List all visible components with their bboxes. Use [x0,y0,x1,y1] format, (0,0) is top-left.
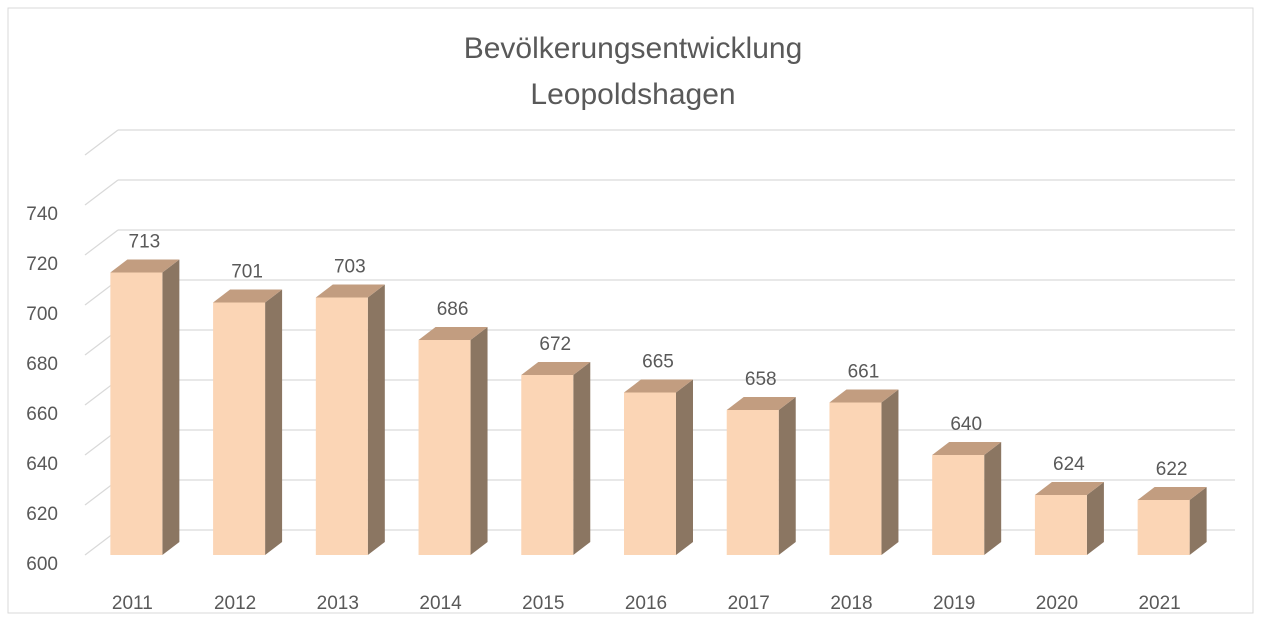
x-tick-label: 2016 [625,593,667,614]
y-tick-label: 720 [26,254,58,275]
value-label: 701 [231,262,263,283]
bar [1034,495,1087,555]
bar-top [829,389,899,403]
y-tick-label: 680 [26,354,58,375]
bar-side [1086,482,1104,555]
bar-side [162,259,180,555]
x-tick-label: 2018 [830,593,872,614]
bar-side [265,289,283,555]
x-tick-label: 2011 [112,593,153,614]
wall-edge [84,129,119,156]
y-tick-label: 740 [26,204,58,225]
bar-top [521,362,591,375]
value-label: 686 [437,299,469,320]
bar-side [881,389,899,555]
chart-title: Leopoldshagen [530,78,735,111]
x-tick-label: 2021 [1138,593,1180,614]
bar-top [315,284,385,298]
bar-top [624,379,693,393]
y-tick-label: 640 [26,454,58,475]
value-label: 624 [1053,454,1085,475]
chart-title: Bevölkerungsentwicklung [464,32,803,65]
bar [1137,500,1190,555]
bar [418,340,471,555]
bar [932,455,985,555]
bar [315,297,368,555]
y-tick-label: 660 [26,404,58,425]
chart-border [7,7,1254,614]
bar [624,392,676,555]
bar-top [1137,487,1207,500]
bar-side [470,327,488,555]
value-label: 713 [129,232,161,253]
grid-line [84,179,119,206]
y-tick-label: 620 [26,504,58,525]
x-tick-label: 2017 [728,593,770,614]
x-tick-label: 2019 [933,593,975,614]
value-label: 658 [745,369,777,390]
bar-top [1034,482,1104,495]
bar [726,410,779,555]
bar-top [932,442,1002,455]
bar-top [418,327,488,340]
bar [829,402,882,555]
value-label: 640 [950,414,982,435]
bar-side [984,442,1002,555]
value-label: 622 [1156,459,1188,480]
bar-top [213,289,283,303]
x-tick-label: 2015 [522,593,564,614]
x-tick-label: 2012 [214,593,256,614]
bar-side [676,379,693,555]
bar-top [110,259,180,273]
value-label: 665 [642,352,674,373]
bar [521,375,574,555]
grid-line [84,229,119,256]
bar-side [367,284,385,555]
x-tick-label: 2014 [419,593,462,614]
x-tick-label: 2020 [1036,593,1078,614]
bar [110,272,163,555]
bar-side [573,362,591,555]
bar-top [726,397,796,410]
value-label: 661 [848,362,880,383]
y-tick-label: 700 [26,304,58,325]
bar-side [778,397,796,555]
bar-side [1189,487,1207,555]
value-label: 672 [539,334,571,355]
bar [213,302,266,555]
value-label: 703 [334,257,366,278]
x-tick-label: 2013 [317,593,359,614]
y-tick-label: 600 [26,554,58,575]
